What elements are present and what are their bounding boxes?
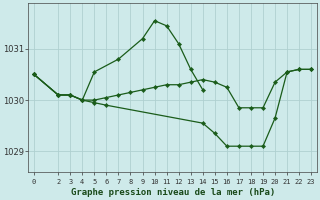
X-axis label: Graphe pression niveau de la mer (hPa): Graphe pression niveau de la mer (hPa): [70, 188, 275, 197]
